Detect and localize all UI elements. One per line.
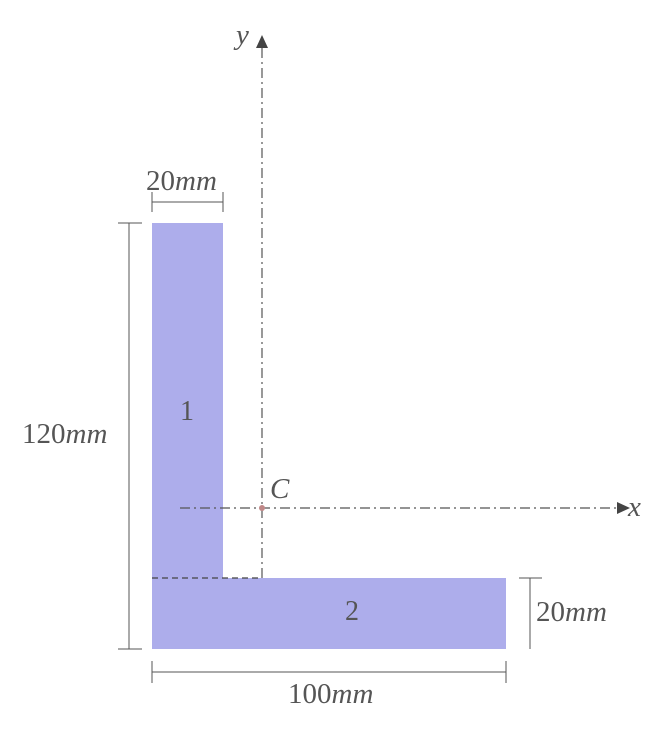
y-axis-label: y [233,19,249,51]
part-1-vertical-rect [152,223,223,578]
centroid-point [259,505,265,511]
flange-label: 20mm [536,596,607,628]
height-label: 120mm [22,418,107,450]
height-unit: mm [66,418,108,450]
top-width-unit: mm [175,165,217,197]
part-2-horizontal-rect [152,578,506,649]
part-1-label: 1 [180,396,194,427]
x-axis-arrow-icon [617,502,630,514]
base-width-unit: mm [332,678,374,710]
centroid-label: C [270,473,290,505]
base-width-value: 100 [288,678,332,710]
y-axis-arrow-icon [256,35,268,48]
base-width-label: 100mm [288,678,373,710]
part-2-label: 2 [345,596,359,627]
flange-unit: mm [565,596,607,628]
x-axis-label: x [627,491,641,523]
flange-value: 20 [536,596,565,628]
top-width-value: 20 [146,165,175,197]
top-width-label: 20mm [146,165,217,197]
height-value: 120 [22,418,66,450]
